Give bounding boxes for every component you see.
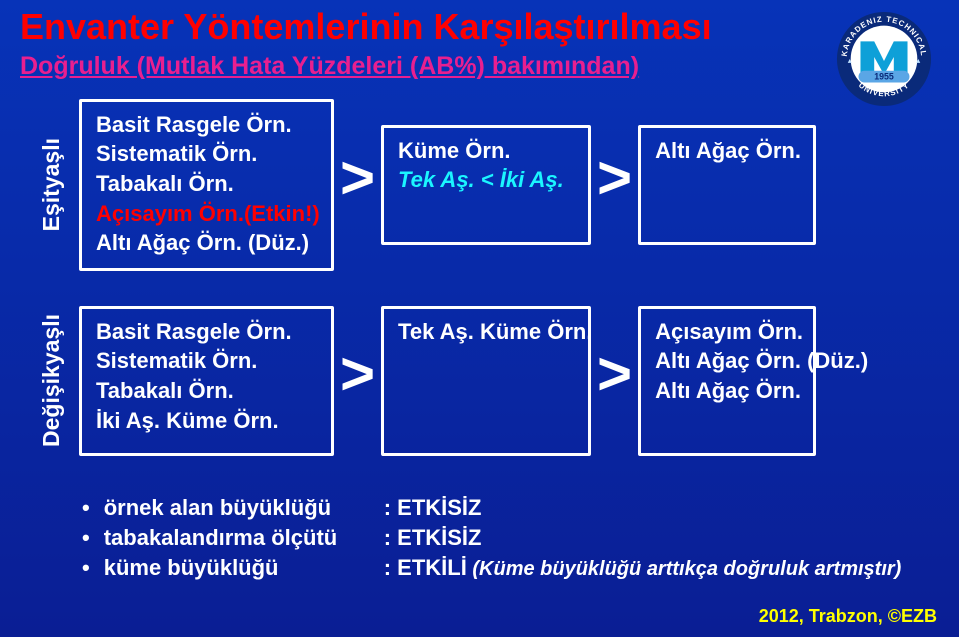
bullet-label: örnek alan büyüklüğü — [104, 495, 384, 521]
bullet-dot-icon: • — [82, 555, 90, 581]
comparison-row-unevenaged: Değişikyaşlı Basit Rasgele Örn.Sistemati… — [38, 301, 939, 461]
greater-than-symbol: > — [334, 344, 381, 418]
box-line: Açısayım Örn.(Etkin!) — [96, 199, 317, 229]
bullet-item: • tabakalandırma ölçütü: ETKİSİZ — [82, 525, 939, 551]
box-line: Tek Aş. Küme Örn. — [398, 317, 574, 347]
row2-box1: Basit Rasgele Örn.Sistematik Örn.Tabakal… — [79, 306, 334, 456]
row-label-unevenaged: Değişikyaşlı — [38, 314, 65, 447]
row1-box2: Küme Örn.Tek Aş. < İki Aş. — [381, 125, 591, 245]
box-line: Altı Ağaç Örn. (Düz.) — [655, 346, 799, 376]
bullet-item: • küme büyüklüğü: ETKİLİ (Küme büyüklüğü … — [82, 555, 939, 581]
box-line: Sistematik Örn. — [96, 346, 317, 376]
bullet-note: (Küme büyüklüğü arttıkça doğruluk artmış… — [467, 558, 902, 580]
row2-box2: Tek Aş. Küme Örn. — [381, 306, 591, 456]
bullet-value: : ETKİSİZ — [384, 525, 482, 551]
greater-than-symbol: > — [591, 344, 638, 418]
slide-root: Envanter Yöntemlerinin Karşılaştırılması… — [0, 0, 959, 637]
box-line: Tabakalı Örn. — [96, 169, 317, 199]
row1-box1: Basit Rasgele Örn.Sistematik Örn.Tabakal… — [79, 99, 334, 271]
svg-text:1955: 1955 — [874, 72, 894, 82]
box-line: İki Aş. Küme Örn. — [96, 406, 317, 436]
box-line: Altı Ağaç Örn. — [655, 376, 799, 406]
box-line: Açısayım Örn. — [655, 317, 799, 347]
page-title: Envanter Yöntemlerinin Karşılaştırılması — [20, 8, 939, 46]
footer-citation: 2012, Trabzon, ©EZB — [759, 606, 937, 627]
box-line: Tabakalı Örn. — [96, 376, 317, 406]
row1-box3: Altı Ağaç Örn. — [638, 125, 816, 245]
greater-than-symbol: > — [334, 148, 381, 222]
box-line: Altı Ağaç Örn. — [655, 136, 799, 166]
bullet-item: • örnek alan büyüklüğü: ETKİSİZ — [82, 495, 939, 521]
greater-than-symbol: > — [591, 148, 638, 222]
box-line: Küme Örn. — [398, 136, 574, 166]
row2-box3: Açısayım Örn.Altı Ağaç Örn. (Düz.)Altı A… — [638, 306, 816, 456]
bullet-label: tabakalandırma ölçütü — [104, 525, 384, 551]
box-line: Basit Rasgele Örn. — [96, 317, 317, 347]
university-logo-icon: KARADENIZ TECHNICAL UNIVERSITY 1955 — [835, 10, 933, 108]
bullet-dot-icon: • — [82, 525, 90, 551]
page-subtitle: Doğruluk (Mutlak Hata Yüzdeleri (AB%) ba… — [20, 52, 939, 81]
bullet-dot-icon: • — [82, 495, 90, 521]
bullet-value: : ETKİSİZ — [384, 495, 482, 521]
box-line: Basit Rasgele Örn. — [96, 110, 317, 140]
bullet-value: : ETKİLİ (Küme büyüklüğü arttıkça doğrul… — [384, 555, 902, 581]
box-line: Altı Ağaç Örn. (Düz.) — [96, 228, 317, 258]
row-label-evenaged: Eşityaşlı — [38, 138, 65, 231]
bullet-label: küme büyüklüğü — [104, 555, 384, 581]
box-line: Tek Aş. < İki Aş. — [398, 165, 574, 195]
comparison-row-evenaged: Eşityaşlı Basit Rasgele Örn.Sistematik Ö… — [38, 105, 939, 265]
box-line: Sistematik Örn. — [96, 139, 317, 169]
bullet-list: • örnek alan büyüklüğü: ETKİSİZ • tabakalan… — [82, 495, 939, 581]
